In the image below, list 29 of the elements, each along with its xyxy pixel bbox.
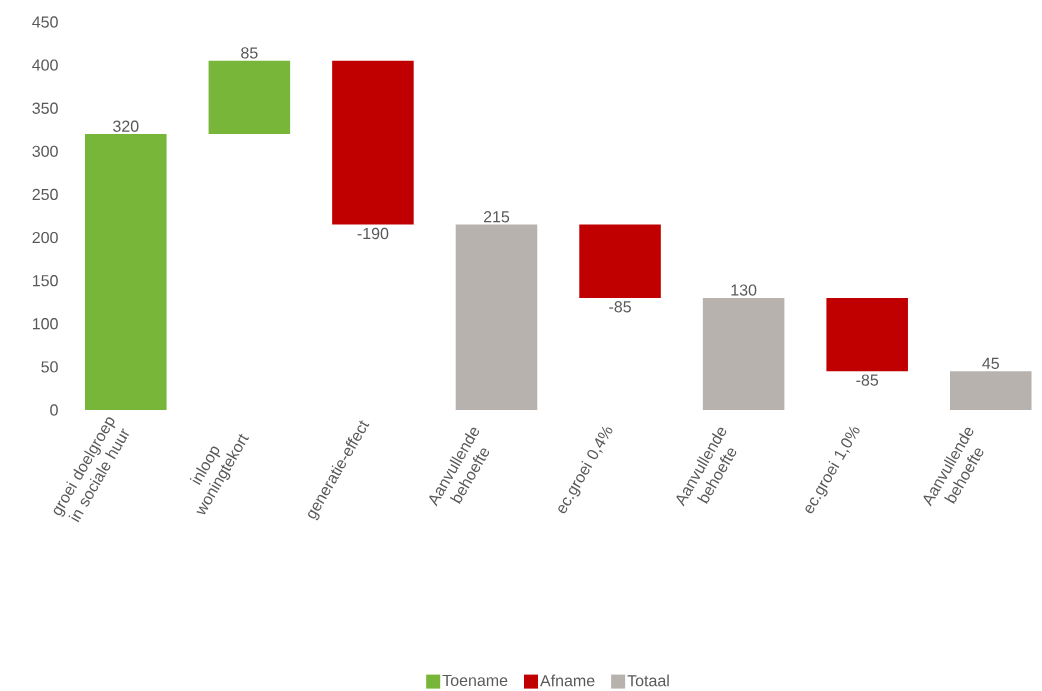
data-label: -85 — [856, 374, 879, 386]
legend-label: Toename — [442, 674, 508, 687]
bar — [949, 371, 1032, 410]
bar — [85, 134, 167, 410]
y-tick-label: 350 — [32, 102, 58, 114]
bar — [702, 297, 785, 410]
data-label: -85 — [609, 301, 631, 313]
bar — [455, 224, 538, 410]
y-tick-label: 300 — [32, 145, 58, 157]
y-tick-label: 250 — [32, 188, 58, 201]
data-label: 130 — [731, 284, 757, 296]
legend-label: Totaal — [627, 674, 669, 687]
y-tick-label: 200 — [32, 231, 58, 244]
y-tick-label: 50 — [41, 361, 58, 373]
bar — [332, 60, 414, 225]
y-tick-label: 450 — [32, 16, 58, 28]
data-label: -190 — [357, 227, 389, 240]
bar — [579, 224, 661, 298]
y-tick-label: 150 — [32, 275, 58, 287]
y-tick-label: 100 — [32, 318, 58, 330]
y-tick-label: 0 — [50, 404, 58, 416]
bar — [208, 60, 291, 135]
data-label: 215 — [483, 211, 510, 223]
data-label: 45 — [982, 357, 999, 369]
legend-label: Afname — [540, 674, 595, 687]
data-label: 85 — [241, 47, 258, 59]
y-tick-label: 400 — [32, 59, 58, 71]
data-label: 320 — [113, 120, 139, 132]
bar — [826, 297, 908, 372]
